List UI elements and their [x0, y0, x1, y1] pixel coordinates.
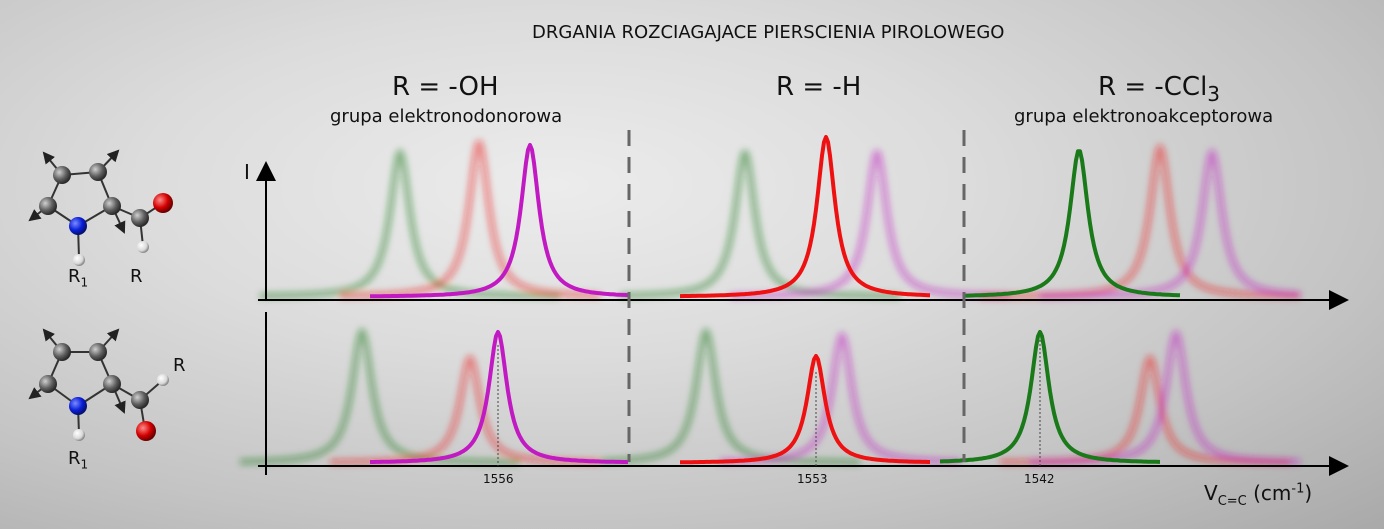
peak-oh-top	[370, 143, 629, 299]
section-oh-sublabel: grupa elektronodonorowa	[330, 106, 563, 127]
section-ccl3-label: R = -CCl3	[1098, 72, 1221, 107]
blurred-peak	[599, 328, 861, 466]
peak-oh-bottom	[370, 330, 629, 465]
blurred-peak	[339, 140, 601, 299]
blurred-peak	[979, 144, 1301, 300]
peak-h-top	[680, 135, 930, 299]
figure-title: DRGANIA ROZCIAGAJACE PIERSCIENIA PIROLOW…	[532, 22, 1005, 43]
peak-ccl3-top	[963, 149, 1181, 298]
peak-label-1542: 1542	[1024, 472, 1055, 486]
peak-ccl3-bottom	[940, 330, 1160, 464]
y-axis-label: I	[244, 160, 250, 184]
section-oh-label: R = -OH	[392, 72, 499, 102]
peak-label-1556: 1556	[483, 472, 514, 486]
molecule-bottom-r-label: R	[173, 355, 186, 376]
molecule-top-r1-label: R1	[68, 266, 89, 290]
peak-label-1553: 1553	[797, 472, 828, 486]
molecule-top	[28, 149, 173, 266]
section-ccl3-sublabel: grupa elektronoakceptorowa	[1014, 106, 1274, 127]
blurred-peak	[1039, 149, 1301, 300]
blurred-peak	[1029, 330, 1301, 466]
molecule-bottom	[28, 328, 169, 441]
blurred-peak	[239, 328, 521, 466]
molecule-bottom-r1-label: R1	[68, 448, 89, 472]
x-axis-label: VC=C (cm-1)	[1204, 481, 1313, 509]
peak-h-bottom	[680, 354, 930, 465]
blurred-peak	[619, 150, 901, 300]
background-peaks	[239, 140, 1301, 466]
highlighted-peaks	[370, 135, 1181, 465]
section-h-label: R = -H	[776, 72, 862, 102]
blurred-peak	[259, 149, 561, 300]
molecule-top-r-label: R	[130, 266, 143, 287]
